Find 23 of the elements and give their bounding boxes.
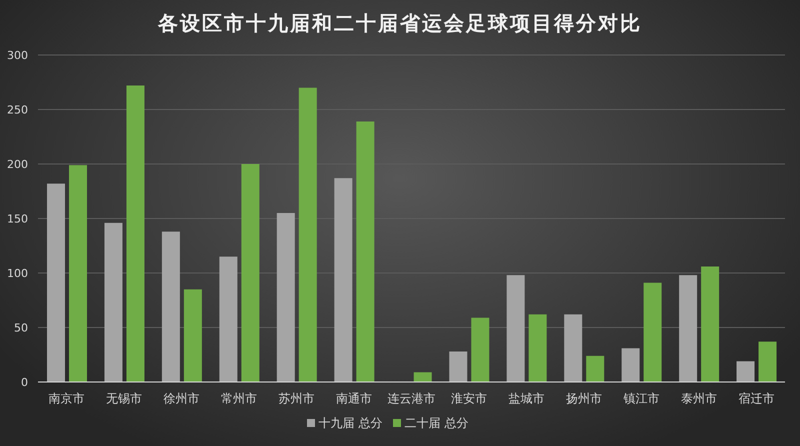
y-tick-label: 150 xyxy=(7,212,28,226)
legend-label: 十九届 总分 xyxy=(318,416,382,430)
y-tick-label: 250 xyxy=(7,103,28,116)
x-tick-label: 扬州市 xyxy=(566,392,602,406)
y-tick-label: 0 xyxy=(21,376,28,389)
x-tick-label: 无锡市 xyxy=(106,392,142,406)
x-tick-label: 南京市 xyxy=(48,392,85,406)
y-tick-label: 300 xyxy=(7,48,28,62)
x-tick-label: 连云港市 xyxy=(388,392,436,406)
x-tick-label: 徐州市 xyxy=(164,392,200,406)
x-tick-label: 南通市 xyxy=(336,392,372,406)
y-tick-label: 200 xyxy=(7,158,28,171)
x-tick-label: 淮安市 xyxy=(450,392,487,406)
legend-label: 二十届 总分 xyxy=(404,416,468,430)
x-tick-label: 盐城市 xyxy=(508,392,544,406)
y-tick-label: 50 xyxy=(14,321,28,334)
x-tick-label: 苏州市 xyxy=(278,392,315,406)
y-tick-label: 100 xyxy=(7,266,28,280)
chart-title: 各设区市十九届和二十届省运会足球项目得分对比 xyxy=(156,10,643,37)
x-tick-label: 宿迁市 xyxy=(738,392,774,406)
x-tick-label: 镇江市 xyxy=(622,392,660,406)
x-tick-label: 泰州市 xyxy=(680,392,717,406)
x-tick-label: 常州市 xyxy=(221,392,258,406)
